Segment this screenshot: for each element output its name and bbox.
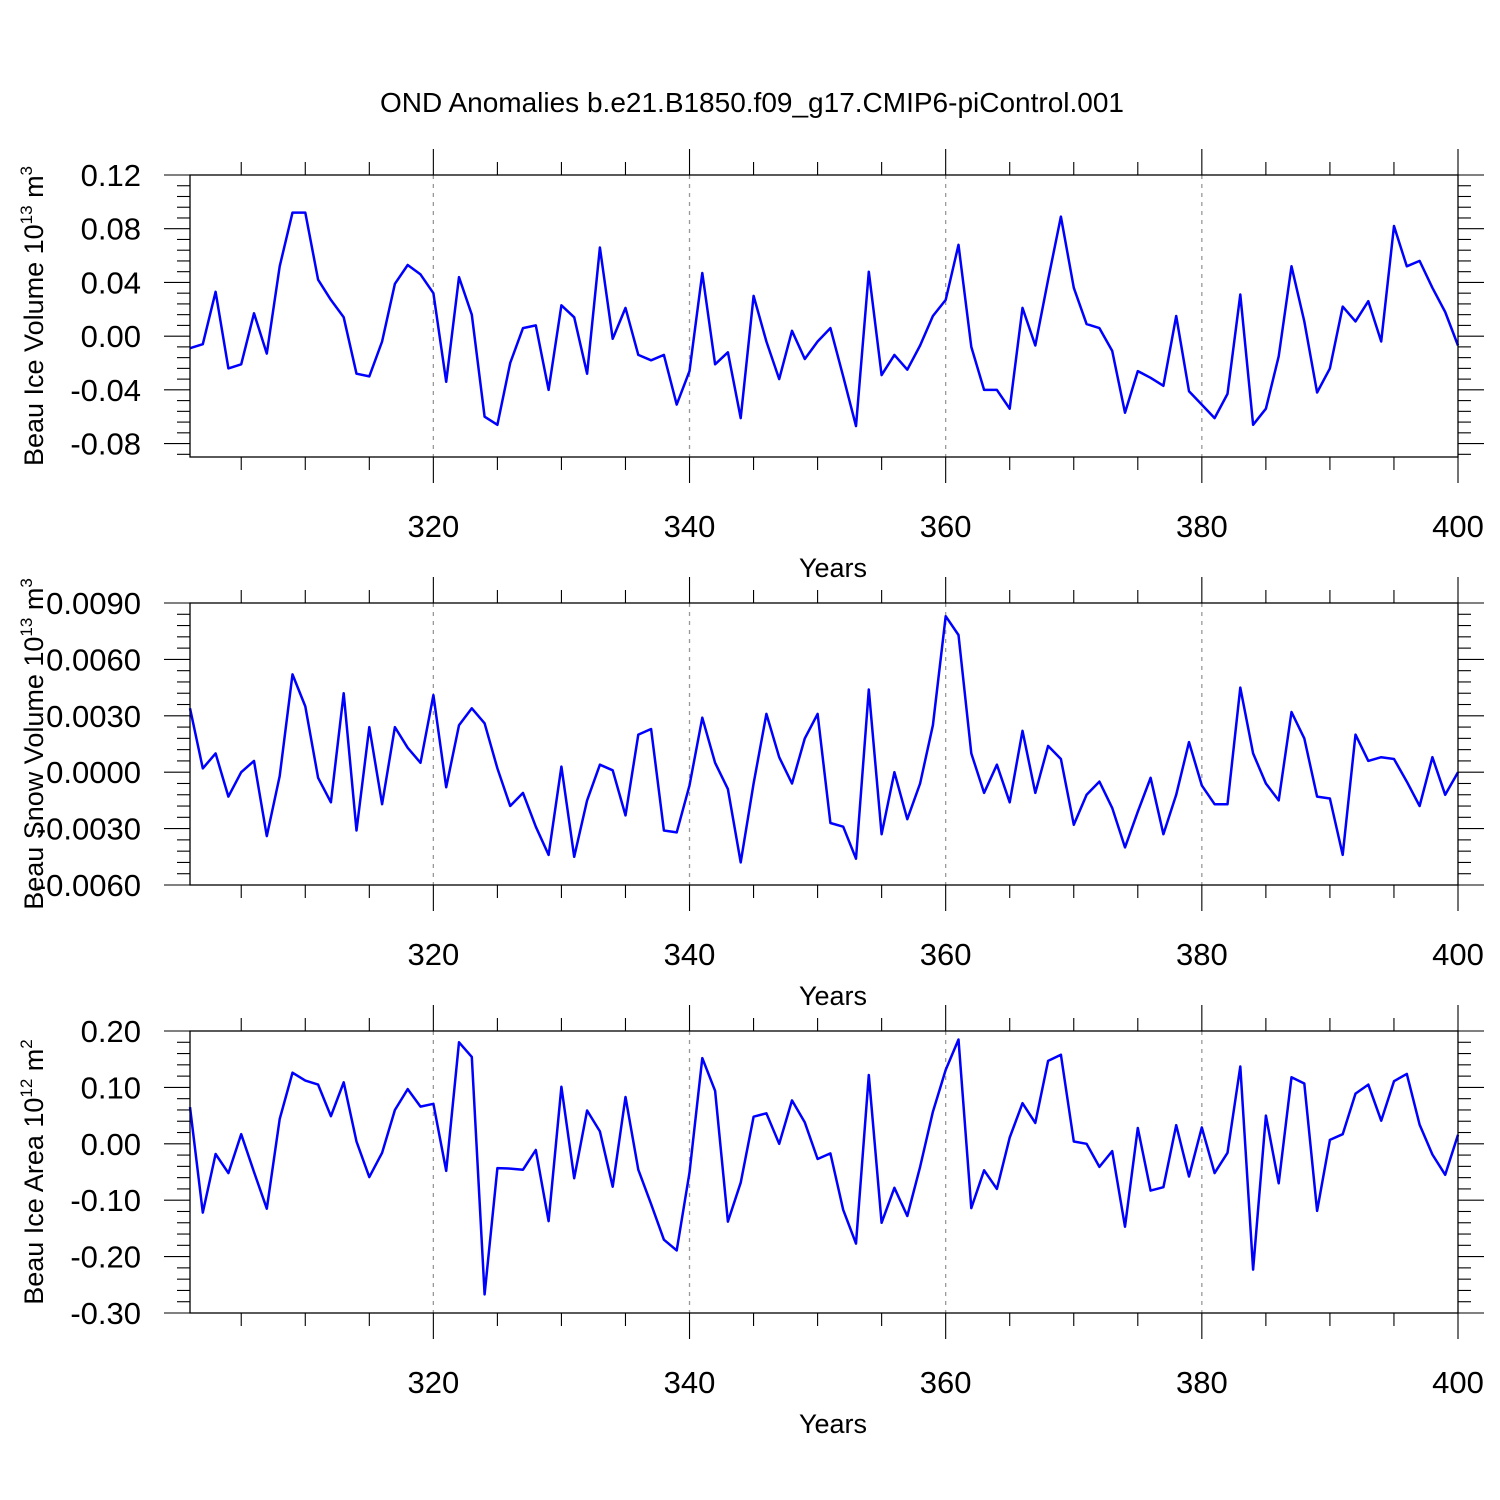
x-tick-label: 320 — [407, 937, 459, 972]
x-axis-label: Years — [799, 553, 867, 583]
y-label-exponent: 13 — [17, 205, 36, 224]
x-tick-label: 360 — [920, 1365, 972, 1400]
y-tick-label: -0.0030 — [36, 812, 141, 847]
x-tick-label: 400 — [1432, 509, 1484, 544]
y-tick-label: 0.08 — [81, 212, 141, 247]
series-line — [188, 614, 1460, 864]
chart-panel-2: -0.0060 -0.0030 0.0000 0.0030 0.0060 0.0090 32… — [17, 577, 1484, 1011]
y-tick-label: 0.00 — [81, 319, 141, 354]
x-tick-label: 380 — [1176, 937, 1228, 972]
y-tick-label: 0.20 — [81, 1014, 141, 1049]
x-tick-label: 320 — [407, 509, 459, 544]
y-tick-label: -0.20 — [70, 1240, 141, 1275]
y-label-unit-exponent: 2 — [17, 1039, 36, 1048]
y-label-text: Beau Ice Area 10 — [19, 1098, 49, 1305]
x-tick-label: 380 — [1176, 509, 1228, 544]
y-label-exponent: 13 — [17, 618, 36, 637]
y-label-unit: m — [19, 175, 49, 205]
y-tick-label: -0.08 — [70, 427, 141, 462]
plot-frame — [189, 602, 1459, 886]
y-label-unit: m — [19, 1049, 49, 1079]
x-tick-label: 380 — [1176, 1365, 1228, 1400]
series-line — [188, 1038, 1460, 1296]
x-axis-label: Years — [799, 1409, 867, 1439]
y-label-text: Beau Ice Volume 10 — [19, 224, 49, 466]
y-label-exponent: 12 — [17, 1079, 36, 1098]
chart-panel-1: -0.08 -0.04 0.00 0.04 0.08 0.12 320 340 360 380 40… — [17, 149, 1484, 583]
plot-frame — [189, 174, 1459, 458]
x-tick-label: 340 — [664, 509, 716, 544]
chart-panel-3: -0.30 -0.20 -0.10 0.00 0.10 0.20 320 340 360 380 4… — [17, 1005, 1484, 1439]
y-label-text: Beau Snow Volume 10 — [19, 637, 49, 910]
y-axis-label: Beau Snow Volume 1013 m3 — [17, 578, 49, 910]
y-tick-label: 0.0060 — [46, 642, 141, 677]
x-tick-label: 360 — [920, 937, 972, 972]
y-label-unit-exponent: 3 — [17, 166, 36, 175]
y-tick-label: 0.0090 — [46, 586, 141, 621]
y-tick-label: -0.04 — [70, 373, 141, 408]
x-axis-label: Years — [799, 981, 867, 1011]
x-tick-label: 320 — [407, 1365, 459, 1400]
x-tick-label: 340 — [664, 1365, 716, 1400]
y-label-unit: m — [19, 588, 49, 618]
chart-title: OND Anomalies b.e21.B1850.f09_g17.CMIP6-… — [380, 87, 1124, 118]
x-tick-label: 400 — [1432, 1365, 1484, 1400]
y-axis-label: Beau Ice Area 1012 m2 — [17, 1039, 49, 1305]
y-axis-label: Beau Ice Volume 1013 m3 — [17, 166, 49, 466]
y-tick-label: 0.0000 — [46, 755, 141, 790]
plot-frame — [189, 1030, 1459, 1314]
y-tick-label: 0.10 — [81, 1070, 141, 1105]
y-tick-label: -0.10 — [70, 1183, 141, 1218]
y-tick-label: 0.00 — [81, 1127, 141, 1162]
y-label-unit-exponent: 3 — [17, 578, 36, 587]
x-tick-label: 360 — [920, 509, 972, 544]
x-tick-label: 400 — [1432, 937, 1484, 972]
series-line — [189, 211, 1460, 428]
y-tick-label: -0.30 — [70, 1296, 141, 1331]
x-tick-label: 340 — [664, 937, 716, 972]
y-tick-label: 0.12 — [81, 158, 141, 193]
y-tick-label: 0.0030 — [46, 699, 141, 734]
y-tick-label: -0.0060 — [36, 868, 141, 903]
panels: -0.08 -0.04 0.00 0.04 0.08 0.12 320 340 360 380 40… — [17, 149, 1484, 1439]
y-tick-label: 0.04 — [81, 265, 141, 300]
